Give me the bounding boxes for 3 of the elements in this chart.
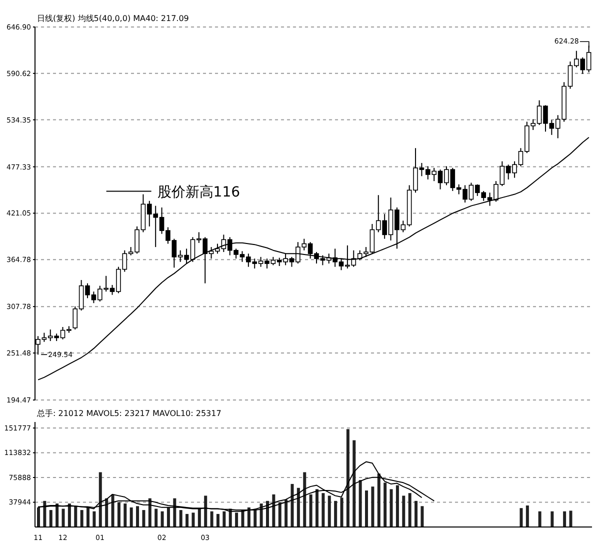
annotation: 股价新高116 (157, 184, 240, 200)
chart-title: 日线(复权) 均线5(40,0,0) MA40: 217.09 (37, 13, 189, 24)
chart-title: 总手: 21012 MAVOL5: 23217 MAVOL10: 25317 (37, 408, 222, 419)
